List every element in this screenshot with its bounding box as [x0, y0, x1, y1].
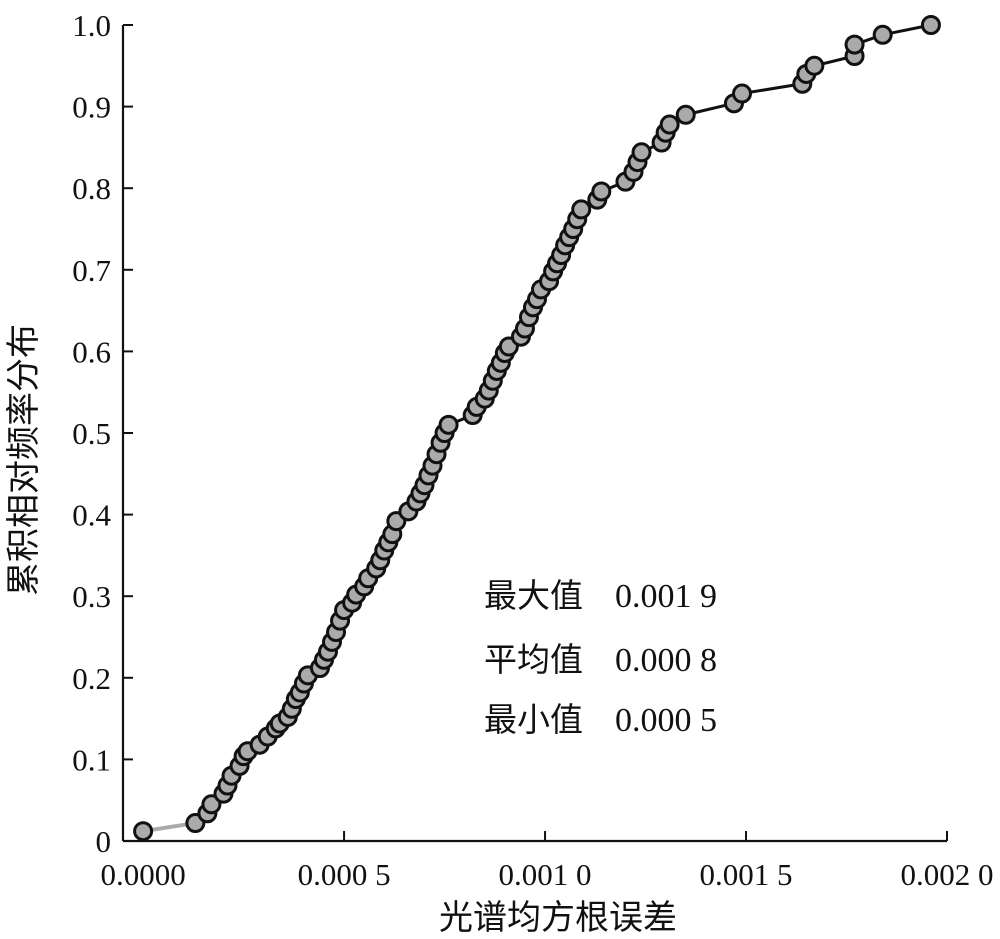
- data-point-45: [438, 414, 459, 435]
- x-tick-label: 0.002 0: [901, 857, 994, 892]
- y-tick-label: 0.2: [72, 661, 111, 696]
- stats-min-label: 最小值: [484, 700, 583, 739]
- data-point-87: [872, 24, 893, 45]
- y-tick-label: 0.7: [72, 253, 111, 288]
- data-point-78: [659, 114, 680, 135]
- y-tick-label: 1.0: [72, 8, 111, 43]
- data-point-86: [844, 34, 865, 55]
- y-tick-label: 0.5: [72, 416, 111, 451]
- data-point-81: [732, 83, 753, 104]
- data-point-88: [920, 15, 941, 35]
- data-point-75: [631, 142, 652, 163]
- stats-mean-value: 0.000 8: [615, 642, 717, 679]
- y-tick-label: 0.3: [72, 579, 111, 614]
- y-tick-label: 0.4: [72, 498, 111, 533]
- y-tick-label: 0.9: [72, 90, 111, 125]
- y-axis-title: 累积相对频率分布: [4, 324, 44, 596]
- data-point-79: [675, 104, 696, 125]
- stats-min-value: 0.000 5: [615, 702, 717, 739]
- data-point-2: [201, 794, 222, 815]
- stats-max-value: 0.001 9: [615, 578, 717, 615]
- x-tick-label: 0.001 5: [700, 857, 793, 892]
- data-point-69: [571, 199, 592, 220]
- data-point-start: [133, 821, 154, 842]
- y-tick-label: 0: [96, 824, 112, 859]
- x-tick-label: 0.001 0: [499, 857, 592, 892]
- series-layer: [133, 15, 941, 842]
- data-point-84: [804, 55, 825, 76]
- data-point-71: [591, 181, 612, 202]
- y-tick-label: 0.1: [72, 742, 111, 777]
- y-tick-label: 0.8: [72, 171, 111, 206]
- x-tick-label: 0.000 5: [298, 857, 391, 892]
- x-tick-label: 0.0000: [100, 857, 185, 892]
- stats-box: 最大值 0.001 9 平均值 0.000 8 最小值 0.000 5: [484, 576, 717, 739]
- axes-layer: 0 0.1 0.2 0.3 0.4 0.5 0.6 0.7 0.8 0.9 1.0 0.0000 0.0…: [72, 8, 993, 892]
- stats-max-label: 最大值: [484, 576, 583, 615]
- x-axis-title: 光谱均方根误差: [439, 898, 677, 938]
- stats-mean-label: 平均值: [484, 640, 583, 679]
- y-tick-label: 0.6: [72, 334, 111, 369]
